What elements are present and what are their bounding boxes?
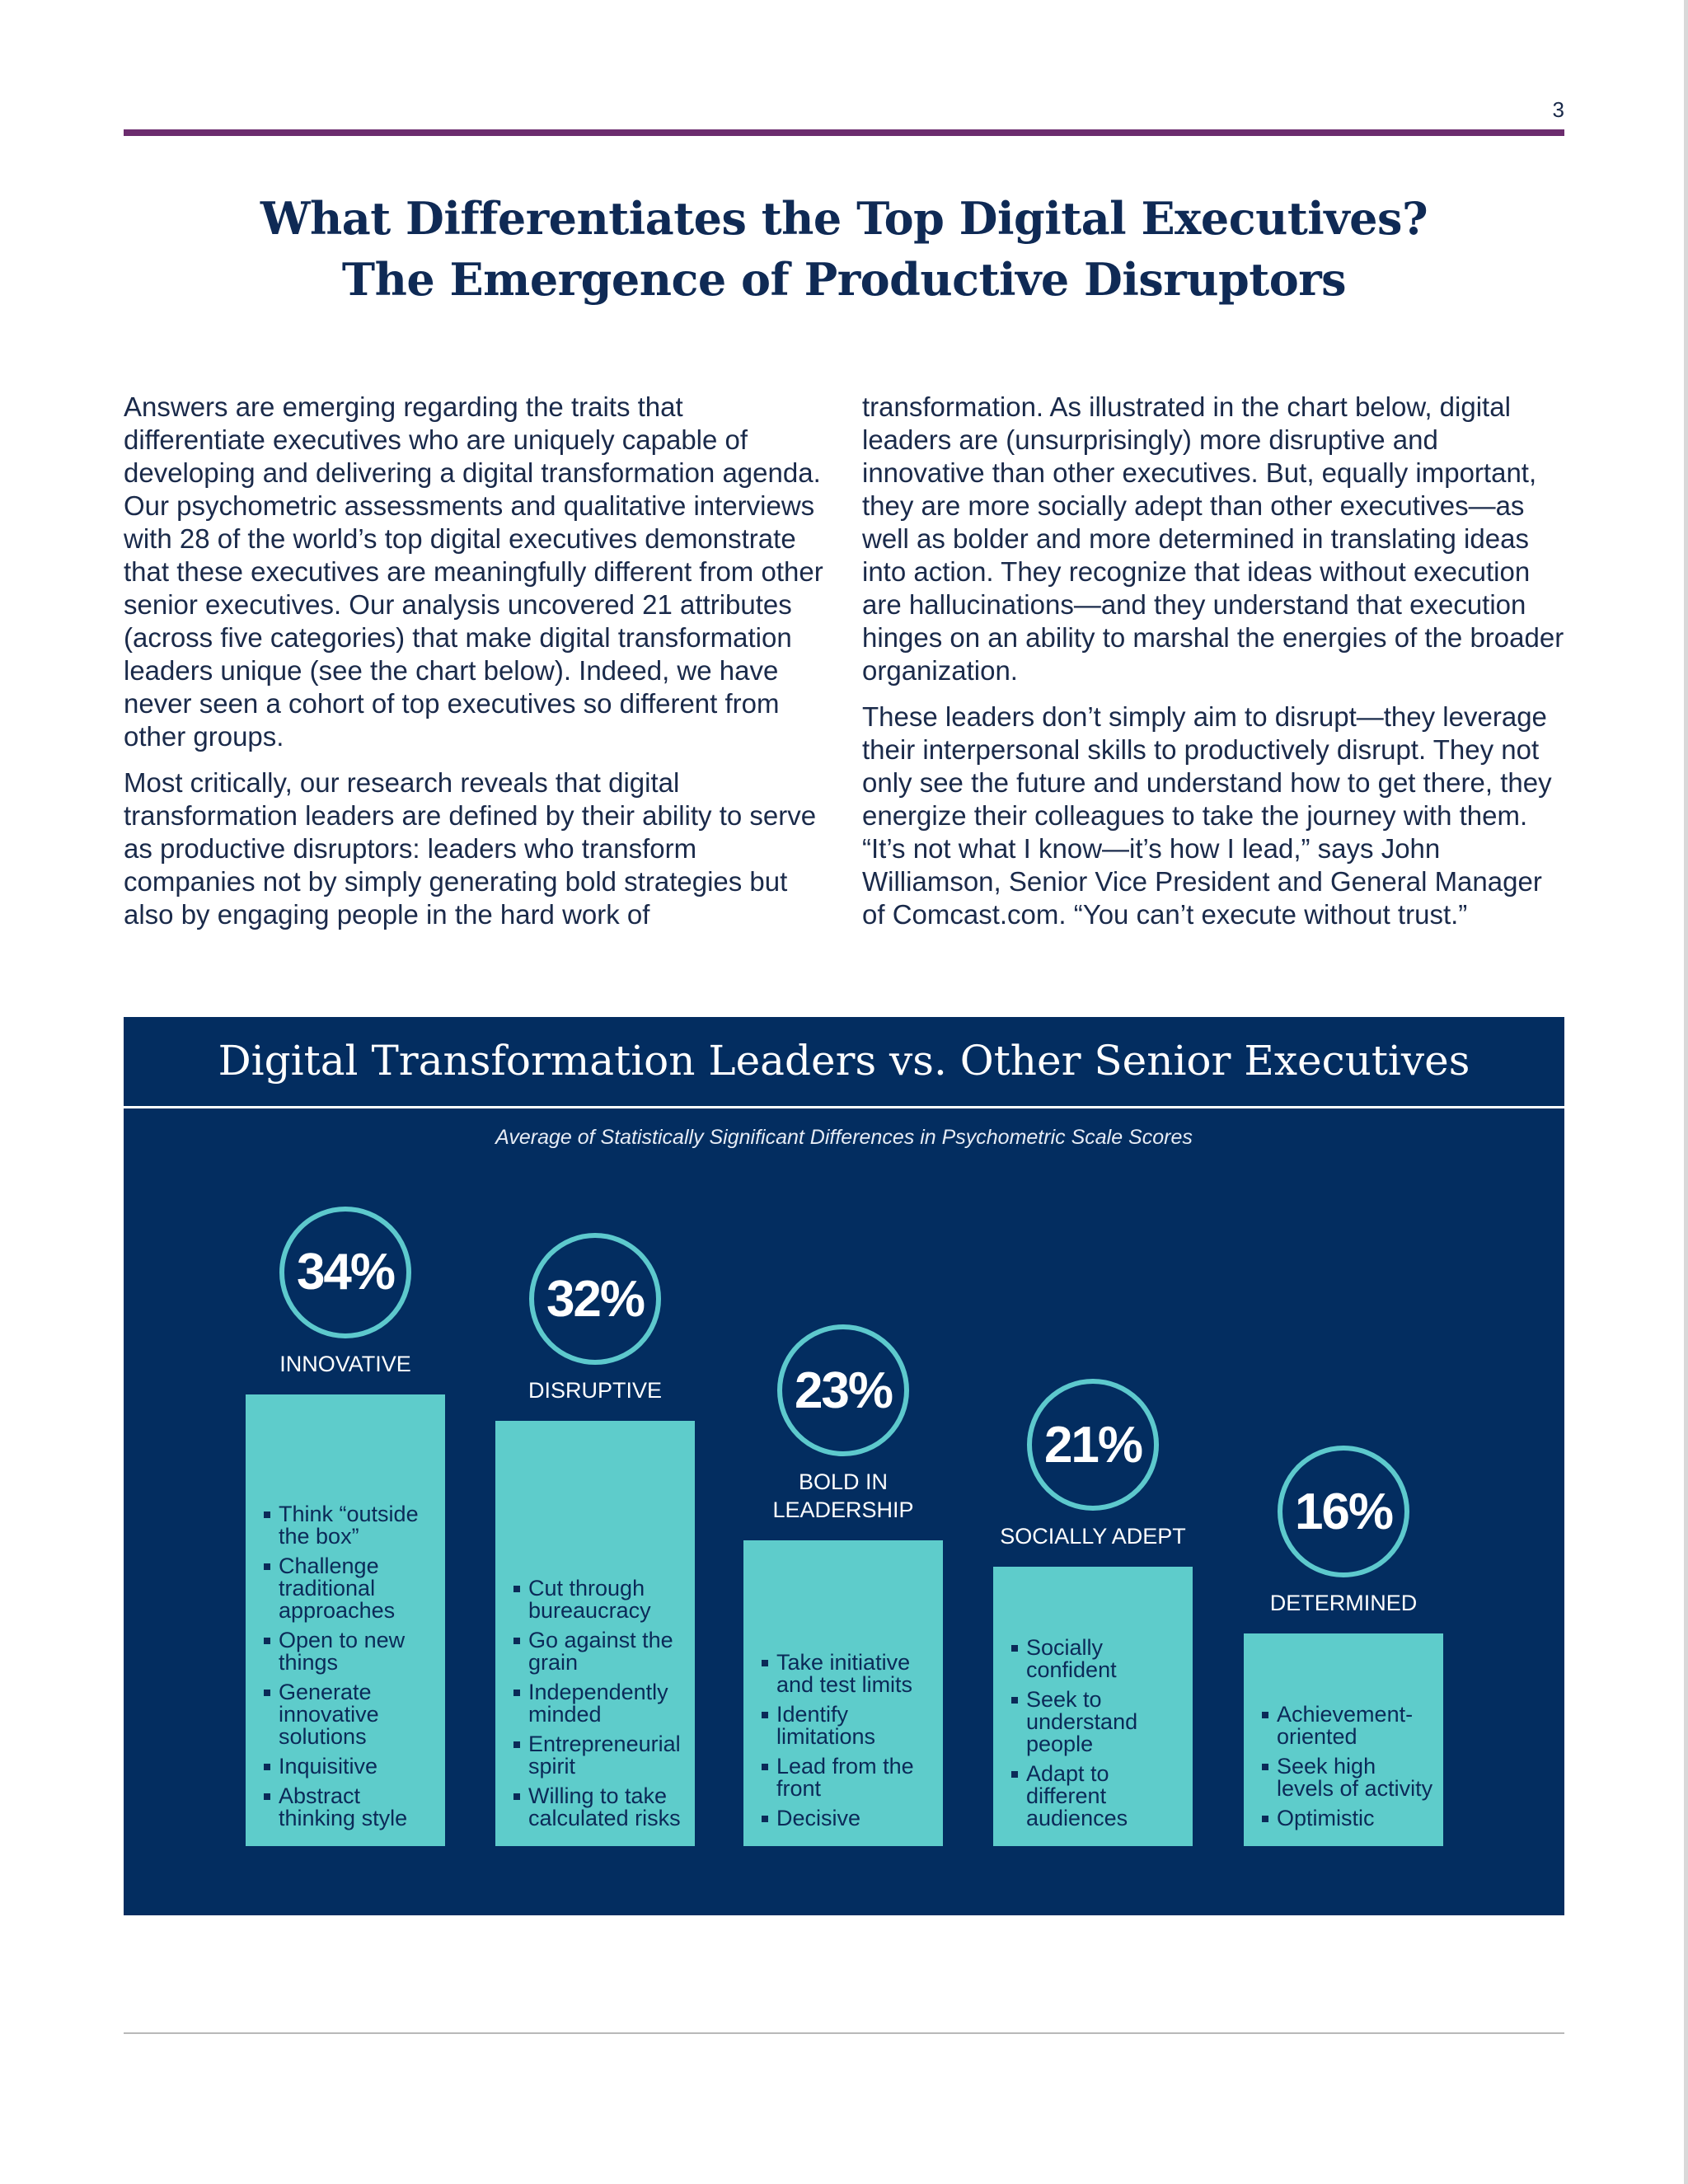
trait-item: Generate innovative solutions xyxy=(264,1680,438,1748)
value-circle-bold-in-leadership: 23% xyxy=(777,1324,909,1457)
trait-item: Inquisitive xyxy=(264,1755,438,1778)
trait-item: Seek to understand people xyxy=(1011,1688,1186,1755)
bar-disruptive: Cut through bureaucracy Go against the gr… xyxy=(495,1421,695,1846)
body-paragraph: Answers are emerging regarding the trait… xyxy=(124,391,823,752)
bar-bold-in-leadership: Take initiative and test limits Identify … xyxy=(743,1540,943,1846)
trait-item: Decisive xyxy=(762,1807,936,1830)
trait-item: Go against the grain xyxy=(513,1629,688,1674)
trait-item: Abstract thinking style xyxy=(264,1784,438,1830)
bar-innovative: Think “outside the box” Challenge traditi… xyxy=(246,1394,445,1846)
category-label-socially-adept: SOCIALLY ADEPT xyxy=(969,1522,1217,1550)
category-label-line: LEADERSHIP xyxy=(772,1497,914,1523)
header-rule xyxy=(124,129,1564,136)
trait-item: Seek high levels of activity xyxy=(1262,1755,1437,1800)
trait-item: Think “outside the box” xyxy=(264,1502,438,1548)
trait-item: Challenge traditional approaches xyxy=(264,1554,438,1622)
category-label-disruptive: DISRUPTIVE xyxy=(471,1376,719,1404)
trait-item: Optimistic xyxy=(1262,1807,1437,1830)
category-label-line: BOLD IN xyxy=(798,1469,889,1495)
chart-subtitle: Average of Statistically Significant Dif… xyxy=(495,1126,1193,1149)
trait-item: Independently minded xyxy=(513,1680,688,1726)
chart-title: Digital Transformation Leaders vs. Other… xyxy=(218,1037,1470,1085)
body-paragraph: transformation. As illustrated in the ch… xyxy=(862,391,1564,686)
page-number: 3 xyxy=(1552,97,1564,122)
footer-rule xyxy=(124,2032,1564,2034)
chart-panel: Digital Transformation Leaders vs. Other… xyxy=(124,1017,1564,1915)
trait-list: Cut through bureaucracy Go against the gr… xyxy=(513,1570,688,1830)
value-circle-determined: 16% xyxy=(1278,1446,1409,1578)
trait-item: Open to new things xyxy=(264,1629,438,1674)
trait-item: Adapt to different audiences xyxy=(1011,1762,1186,1830)
title-line-1: What Differentiates the Top Digital Exec… xyxy=(260,192,1428,245)
trait-item: Lead from the front xyxy=(762,1755,936,1800)
title-line-2: The Emergence of Productive Disruptors xyxy=(341,253,1347,306)
category-label-bold-in-leadership: BOLD IN LEADERSHIP xyxy=(720,1468,967,1524)
trait-list: Socially confident Seek to understand peo… xyxy=(1011,1629,1186,1830)
page-edge-shadow xyxy=(1684,0,1688,2184)
body-paragraph: Most critically, our research reveals th… xyxy=(124,767,817,930)
chart-title-rule xyxy=(124,1106,1564,1108)
trait-list: Take initiative and test limits Identify … xyxy=(762,1644,936,1830)
trait-item: Identify limitations xyxy=(762,1703,936,1748)
body-column-right: transformation. As illustrated in the ch… xyxy=(862,391,1564,944)
trait-item: Take initiative and test limits xyxy=(762,1651,936,1696)
category-label-line: INNOVATIVE xyxy=(279,1351,411,1376)
category-label-line: DETERMINED xyxy=(1269,1591,1418,1616)
value-circle-innovative: 34% xyxy=(279,1206,411,1338)
category-label-line: DISRUPTIVE xyxy=(528,1378,663,1404)
trait-item: Entrepreneurial spirit xyxy=(513,1732,688,1778)
trait-list: Achievement-oriented Seek high levels of … xyxy=(1262,1696,1437,1830)
body-column-left: Answers are emerging regarding the trait… xyxy=(124,391,824,944)
page-title: What Differentiates the Top Digital Exec… xyxy=(124,188,1564,310)
trait-item: Socially confident xyxy=(1011,1636,1186,1681)
category-label-line: SOCIALLY ADEPT xyxy=(1000,1524,1186,1549)
value-circle-disruptive: 32% xyxy=(529,1233,661,1366)
trait-list: Think “outside the box” Challenge traditi… xyxy=(264,1496,438,1830)
bar-determined: Achievement-oriented Seek high levels of … xyxy=(1244,1633,1443,1846)
value-circle-socially-adept: 21% xyxy=(1027,1379,1159,1511)
category-label-innovative: INNOVATIVE xyxy=(222,1350,469,1378)
trait-item: Cut through bureaucracy xyxy=(513,1577,688,1622)
trait-item: Willing to take calculated risks xyxy=(513,1784,688,1830)
trait-item: Achievement-oriented xyxy=(1262,1703,1437,1748)
bar-socially-adept: Socially confident Seek to understand peo… xyxy=(993,1567,1193,1846)
body-paragraph: These leaders don’t simply aim to disrup… xyxy=(862,701,1552,930)
category-label-determined: DETERMINED xyxy=(1220,1589,1467,1617)
